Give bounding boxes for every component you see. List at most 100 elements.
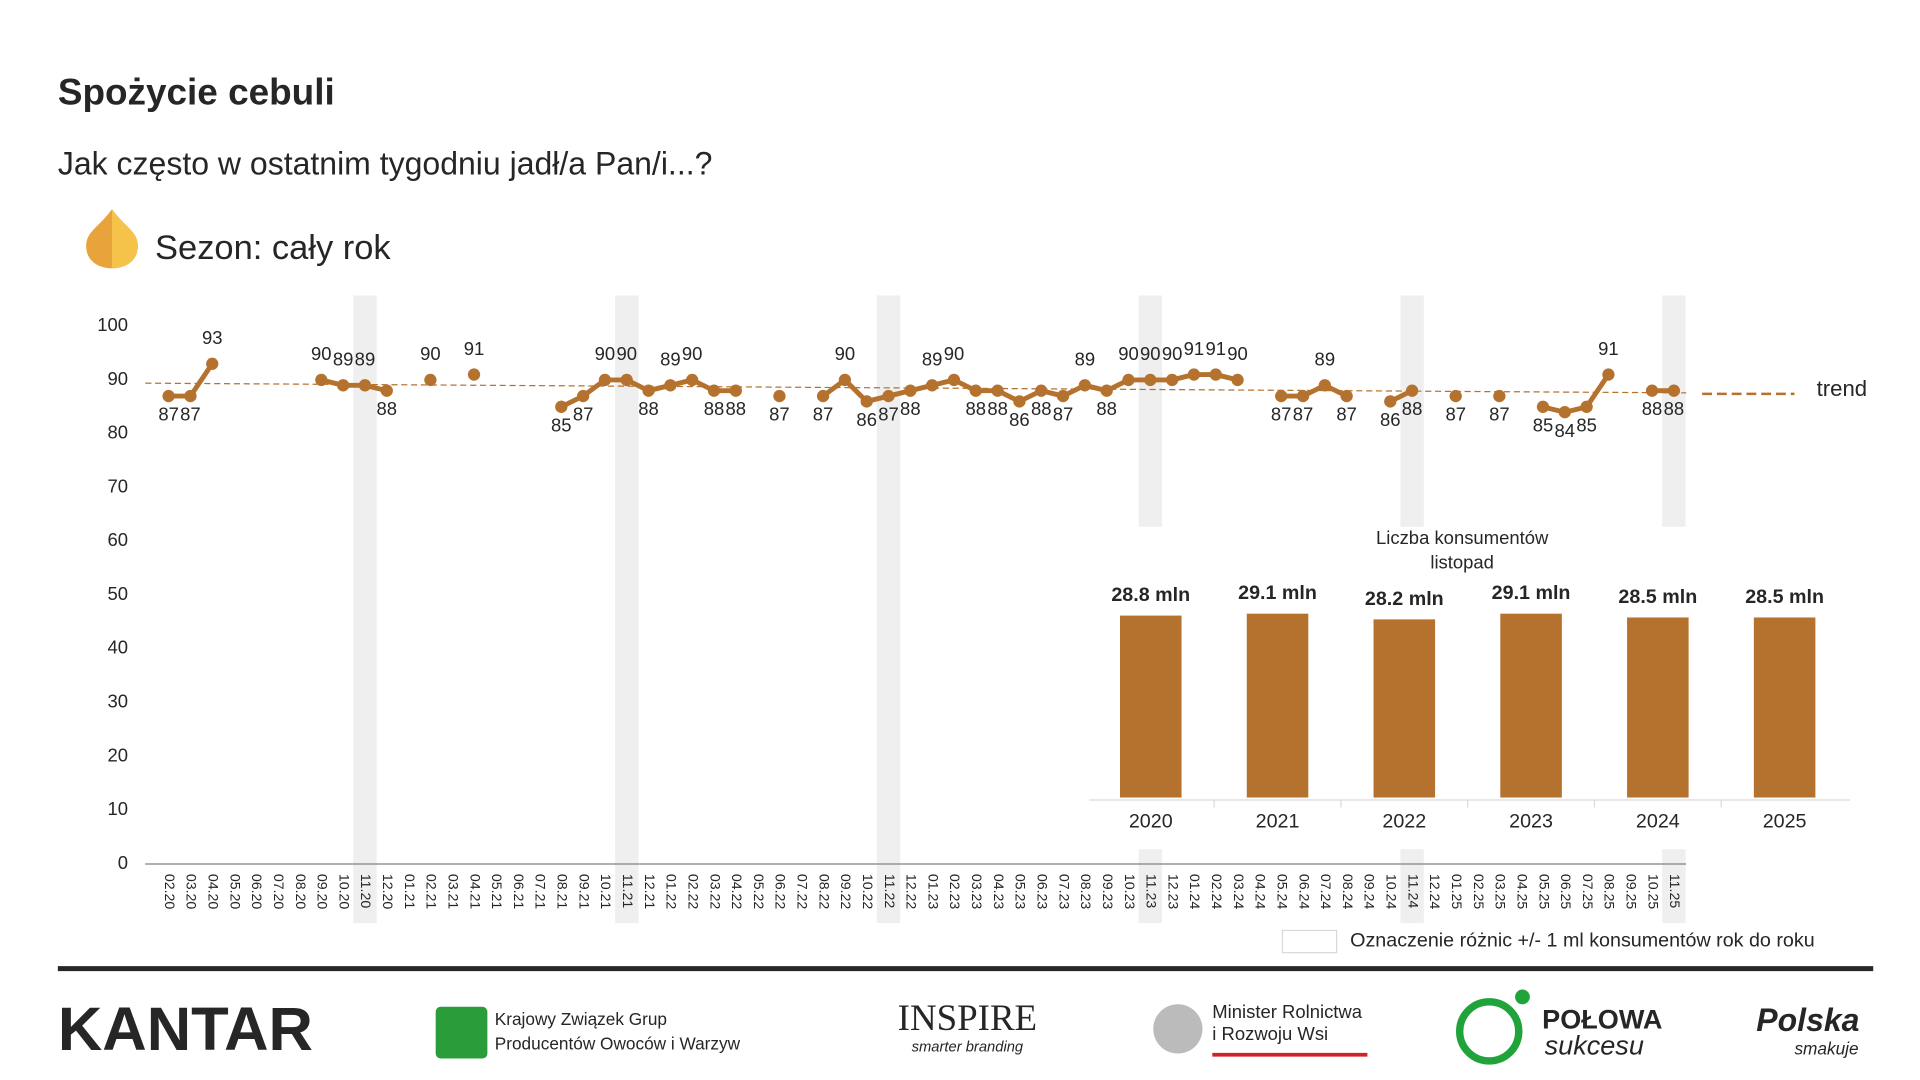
point <box>1318 379 1331 392</box>
y-tick-label: 80 <box>107 422 128 443</box>
x-tick-label: 05.25 <box>1536 874 1552 910</box>
data-label: 90 <box>1227 343 1248 364</box>
bar <box>1500 613 1562 798</box>
point <box>1580 400 1593 413</box>
footer-logos: KANTAR Krajowy Związek Grup Producentów … <box>58 989 1859 1065</box>
x-tick-label: 10.23 <box>1122 874 1138 910</box>
data-label: 89 <box>922 349 943 370</box>
title: Spożycie cebuli <box>58 72 335 113</box>
x-tick-label: 05.22 <box>751 874 767 910</box>
x-tick-label: 09.23 <box>1100 874 1116 910</box>
point <box>1144 373 1157 387</box>
logo-polowa-dot <box>1515 989 1530 1005</box>
point <box>1558 406 1571 419</box>
data-label: 88 <box>1031 398 1052 419</box>
bar <box>1627 617 1689 798</box>
x-tick-label: 07.21 <box>533 874 549 910</box>
data-label: 90 <box>1118 343 1139 364</box>
logo-polska: Polska <box>1756 1002 1859 1038</box>
data-label: 88 <box>726 398 747 419</box>
season: Sezon: cały rok <box>155 229 391 267</box>
data-label: 90 <box>311 343 332 364</box>
data-label: 88 <box>704 398 725 419</box>
x-tick-label: 2025 <box>1763 810 1807 832</box>
x-tick-label: 09.20 <box>315 874 331 910</box>
y-tick-label: 60 <box>107 529 128 550</box>
logo-inspire-sub: smarter branding <box>912 1039 1024 1055</box>
x-tick-label: 2020 <box>1129 810 1173 832</box>
data-label: 88 <box>638 398 659 419</box>
point <box>882 389 895 403</box>
x-tick-label: 2023 <box>1509 810 1553 832</box>
x-tick-label: 02.21 <box>424 874 440 910</box>
x-tick-label: 03.24 <box>1231 874 1247 910</box>
x-tick-label: 2021 <box>1256 810 1300 832</box>
point <box>1100 384 1113 397</box>
x-tick-label: 03.22 <box>707 874 723 910</box>
x-tick-label: 08.20 <box>293 874 309 910</box>
inset-title: listopad <box>1430 552 1494 573</box>
point <box>1449 389 1462 403</box>
x-tick-label: 11.22 <box>882 874 898 908</box>
data-label: 90 <box>835 343 856 364</box>
data-label: 88 <box>1664 398 1685 419</box>
point <box>598 373 612 387</box>
point <box>1493 389 1506 403</box>
data-label: 86 <box>1009 409 1030 430</box>
data-label: 91 <box>1184 338 1205 359</box>
data-label: 91 <box>464 338 485 359</box>
data-label: 90 <box>1162 343 1183 364</box>
point <box>707 384 721 397</box>
point <box>1296 389 1310 403</box>
logo-polowa: POŁOWA <box>1542 1004 1662 1035</box>
bar-value-label: 28.8 mln <box>1111 584 1190 606</box>
logo-polska-sub: smakuje <box>1794 1038 1858 1058</box>
x-tick-label: 09.21 <box>576 874 592 910</box>
inset-title: Liczba konsumentów <box>1376 527 1549 548</box>
point <box>1187 368 1201 381</box>
data-label: 93 <box>202 327 223 348</box>
point <box>1667 384 1681 397</box>
x-tick-label: 06.22 <box>773 874 789 910</box>
x-tick-label: 09.25 <box>1624 874 1640 910</box>
point <box>816 389 830 403</box>
x-tick-label: 01.23 <box>925 874 941 910</box>
x-tick-label: 01.21 <box>402 874 418 910</box>
x-tick-label: 07.25 <box>1580 874 1596 910</box>
x-tick-label: 01.22 <box>664 874 680 910</box>
point <box>1165 373 1179 387</box>
point <box>467 368 481 381</box>
subtitle: Jak często w ostatnim tygodniu jadł/a Pa… <box>58 146 713 182</box>
x-tick-label: 2022 <box>1382 810 1426 832</box>
data-label: 87 <box>1271 404 1292 425</box>
x-tick-label: 02.23 <box>947 874 963 910</box>
x-tick-label: 08.24 <box>1340 874 1356 910</box>
point <box>686 373 699 387</box>
x-tick-label: 06.23 <box>1034 874 1050 910</box>
data-label: 85 <box>1533 414 1554 435</box>
logo-polowa-icon <box>1456 998 1523 1065</box>
x-tick-label: 04.25 <box>1514 874 1530 910</box>
highlight-legend-label: Oznaczenie różnic +/- 1 ml konsumentów r… <box>1350 930 1815 952</box>
logo-minister: i Rozwoju Wsi <box>1212 1023 1328 1044</box>
onion-icon-half <box>112 209 138 269</box>
x-tick-label: 08.25 <box>1602 874 1618 910</box>
point <box>1122 373 1135 387</box>
x-tick-label: 03.20 <box>184 874 200 910</box>
inset-background <box>1083 526 1854 850</box>
x-tick-label: 08.21 <box>555 874 571 910</box>
y-tick-label: 70 <box>107 475 128 496</box>
logo-kzgp-icon <box>435 1006 488 1059</box>
bar <box>1246 613 1309 798</box>
logo-kantar: KANTAR <box>58 995 313 1064</box>
data-label: 89 <box>333 349 354 370</box>
x-tick-label: 12.23 <box>1165 874 1181 910</box>
x-tick-label: 11.20 <box>358 874 374 908</box>
x-tick-label: 06.25 <box>1558 874 1574 910</box>
point <box>1056 389 1070 403</box>
bar <box>1120 615 1182 798</box>
y-tick-label: 10 <box>107 798 128 819</box>
x-tick-label: 12.20 <box>380 874 396 910</box>
data-label: 89 <box>355 349 376 370</box>
